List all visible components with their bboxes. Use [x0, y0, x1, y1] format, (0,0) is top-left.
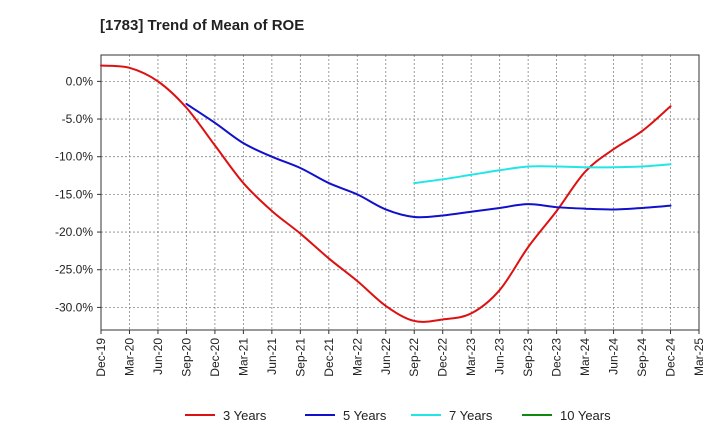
x-tick-label: Mar-22	[350, 338, 364, 376]
series-line-3-years	[100, 64, 672, 323]
y-tick-label: -15.0%	[55, 187, 93, 201]
legend-label-3-years: 3 Years	[223, 408, 267, 423]
x-tick-label: Mar-23	[464, 338, 478, 376]
x-axis: Dec-19 Mar-20 Jun-20 Sep-20 Dec-20 Mar-21 Jun-…	[94, 330, 706, 377]
x-tick-label: Mar-24	[578, 338, 592, 376]
legend-label-10-years: 10 Years	[560, 408, 611, 423]
x-tick-label: Jun-20	[151, 338, 165, 375]
y-tick-label: -10.0%	[55, 150, 93, 164]
x-tick-label: Dec-23	[550, 338, 564, 377]
x-tick-label: Jun-22	[379, 338, 393, 375]
y-tick-label: 0.0%	[66, 74, 94, 88]
x-tick-label: Sep-23	[521, 338, 535, 377]
y-tick-label: -25.0%	[55, 263, 93, 277]
x-tick-label: Sep-22	[407, 338, 421, 377]
x-tick-label: Sep-24	[635, 338, 649, 377]
grid	[101, 55, 699, 330]
y-tick-label: -20.0%	[55, 225, 93, 239]
series-line-5-years	[185, 102, 672, 219]
x-tick-label: Dec-22	[436, 338, 450, 377]
y-tick-label: -30.0%	[55, 300, 93, 314]
x-tick-label: Mar-21	[236, 338, 250, 376]
x-tick-label: Sep-20	[179, 338, 193, 377]
x-tick-label: Jun-21	[265, 338, 279, 375]
x-tick-label: Dec-21	[322, 338, 336, 377]
chart-title: [1783] Trend of Mean of ROE	[100, 17, 304, 34]
legend: 3 Years 5 Years 7 Years 10 Years	[185, 408, 611, 423]
series-line-7-years	[413, 163, 672, 185]
plot-area	[100, 54, 700, 331]
x-tick-label: Mar-25	[692, 338, 706, 376]
y-tick-label: -5.0%	[62, 112, 94, 126]
x-tick-label: Jun-23	[493, 338, 507, 375]
x-tick-label: Sep-21	[293, 338, 307, 377]
legend-label-5-years: 5 Years	[343, 408, 387, 423]
series-lines	[100, 64, 672, 323]
x-tick-label: Dec-19	[94, 338, 108, 377]
legend-label-7-years: 7 Years	[449, 408, 493, 423]
y-axis: 0.0% -5.0% -10.0% -15.0% -20.0% -25.0% -30.0%	[55, 74, 101, 314]
x-tick-label: Jun-24	[607, 338, 621, 375]
x-tick-label: Mar-20	[122, 338, 136, 376]
x-tick-label: Dec-20	[208, 338, 222, 377]
x-tick-label: Dec-24	[664, 338, 678, 377]
